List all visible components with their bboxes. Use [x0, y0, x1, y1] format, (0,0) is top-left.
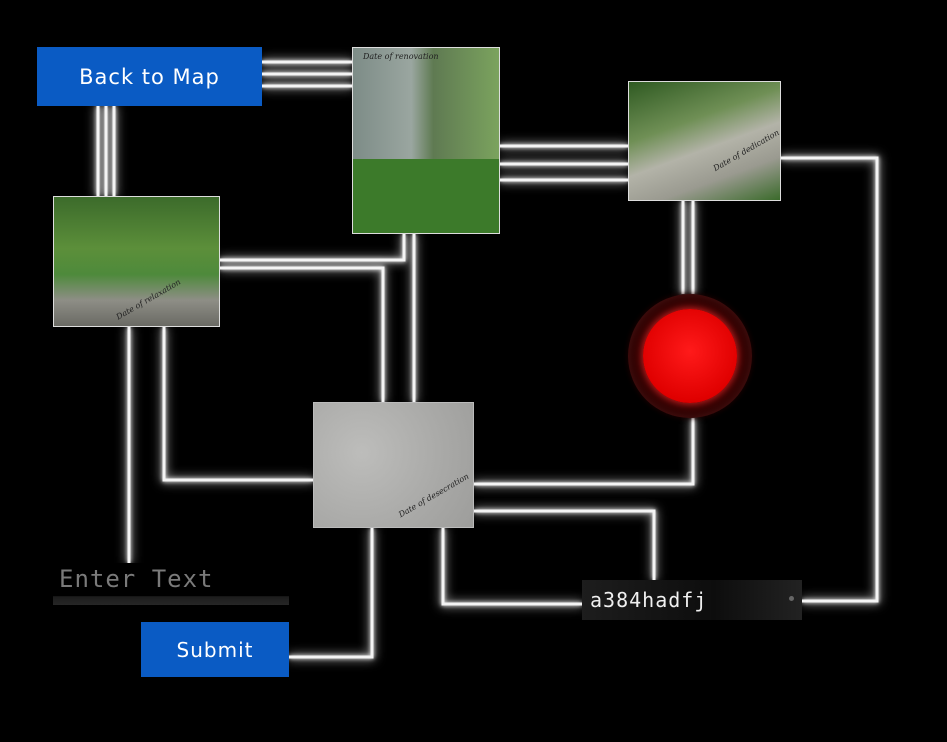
photo-desecration[interactable]: Date of desecration [313, 402, 474, 528]
photo-relaxation[interactable]: Date of relaxation [53, 196, 220, 327]
red-button-core [643, 309, 737, 403]
code-display: a384hadfj [582, 580, 802, 620]
dot-icon [789, 596, 794, 601]
photo-dedication[interactable]: Date of dedication [628, 81, 781, 201]
enter-text-placeholder: Enter Text [59, 565, 214, 593]
desecration-caption: Date of desecration [397, 471, 471, 520]
relaxation-caption: Date of relaxation [114, 277, 183, 322]
renovation-caption: Date of renovation [363, 52, 439, 61]
code-value: a384hadfj [590, 588, 708, 612]
photo-renovation[interactable]: Date of renovation [352, 47, 500, 234]
dedication-caption: Date of dedication [711, 127, 781, 174]
big-red-button-icon[interactable] [628, 294, 752, 418]
submit-button[interactable]: Submit [141, 622, 289, 677]
enter-text-input[interactable]: Enter Text [53, 563, 289, 605]
back-to-map-button[interactable]: Back to Map [37, 47, 262, 106]
